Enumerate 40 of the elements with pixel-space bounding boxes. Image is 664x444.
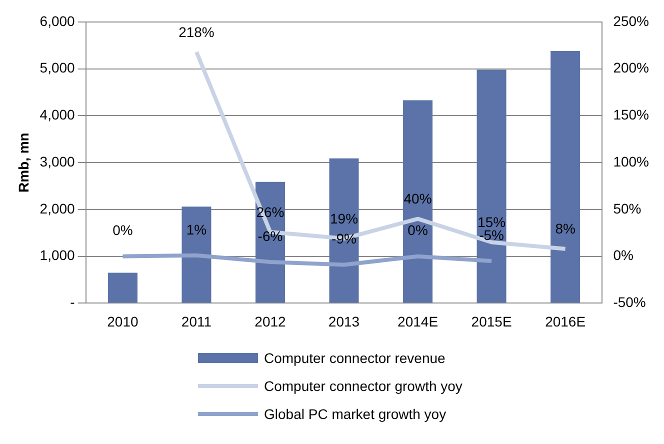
y2-tick-label: 100% xyxy=(613,153,650,170)
bar xyxy=(476,70,506,303)
y-axis-title: Rmb, mn xyxy=(15,132,32,193)
x-tick-label: 2012 xyxy=(254,313,286,330)
y2-tick-label: 0% xyxy=(613,247,634,264)
y-tick-label: 3,000 xyxy=(40,153,76,170)
x-tick-label: 2011 xyxy=(181,313,212,330)
y-tick-label: - xyxy=(70,294,76,310)
data-label: -6% xyxy=(258,228,283,244)
x-tick-label: 2013 xyxy=(328,313,360,330)
y-tick-label: 1,000 xyxy=(40,247,76,264)
data-label: 0% xyxy=(408,222,428,238)
y2-tick-label: 200% xyxy=(613,60,650,76)
data-label: 218% xyxy=(178,24,214,40)
y2-tick-label: 250% xyxy=(613,12,650,29)
data-label: 40% xyxy=(404,190,432,207)
y2-tick-label: 50% xyxy=(613,200,642,216)
x-tick-label: 2016E xyxy=(545,313,586,330)
legend-label: Computer connector growth yoy xyxy=(264,378,462,394)
bar xyxy=(329,158,359,303)
data-label: -9% xyxy=(332,230,356,247)
bar xyxy=(550,51,580,303)
data-label: 1% xyxy=(186,221,207,238)
legend-label: Global PC market growth yoy xyxy=(264,406,446,422)
bar xyxy=(182,206,212,303)
y-tick-label: 5,000 xyxy=(40,60,76,76)
y-tick-label: 6,000 xyxy=(40,12,76,29)
x-tick-label: 2010 xyxy=(107,313,138,330)
x-tick-label: 2014E xyxy=(398,313,438,330)
y2-tick-label: -50% xyxy=(613,294,646,310)
data-label: 19% xyxy=(330,210,358,226)
y-tick-label: 4,000 xyxy=(40,106,76,123)
y2-tick-label: 150% xyxy=(613,106,650,123)
legend-label: Computer connector revenue xyxy=(264,350,446,366)
data-label: 8% xyxy=(555,220,576,237)
bar xyxy=(403,100,433,303)
y-tick-label: 2,000 xyxy=(40,200,76,216)
bar xyxy=(108,272,138,303)
data-label: 0% xyxy=(112,222,133,238)
x-tick-label: 2015E xyxy=(471,313,512,330)
